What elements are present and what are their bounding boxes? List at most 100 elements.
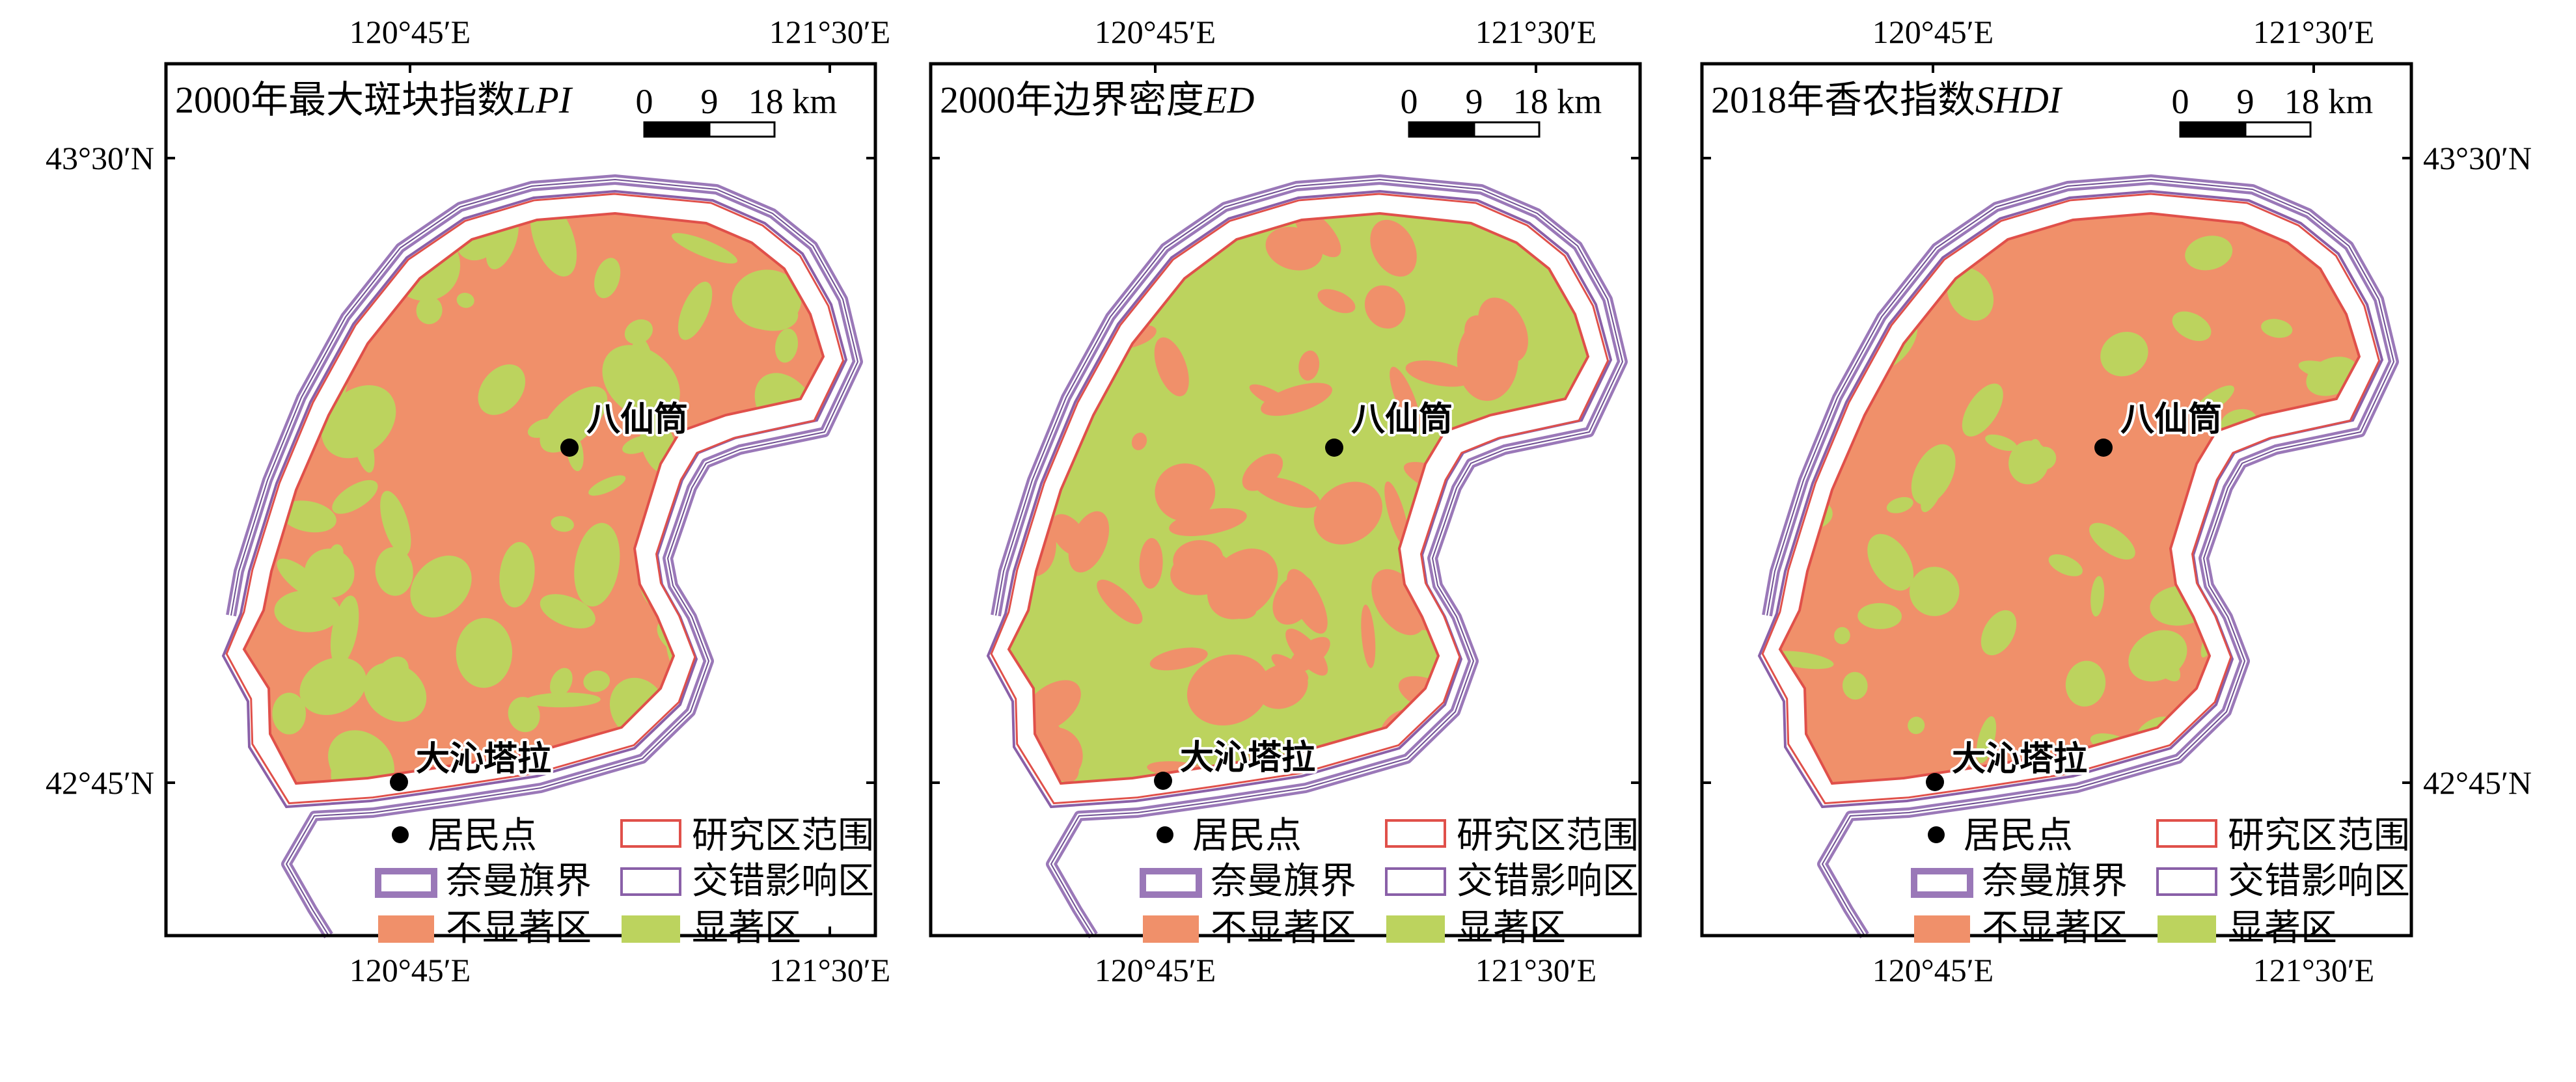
lat-label-left: 42°45′N: [46, 764, 154, 801]
patch: [1842, 671, 1868, 700]
map-panel-3: 120°45′E 120°45′E 121°30′E 121°30′E 43°30′N 4…: [1700, 14, 2532, 988]
patch: [594, 258, 621, 299]
legend-study-area-icon: [1385, 819, 1446, 848]
patch: [1131, 432, 1147, 450]
lon-label-top: 121°30′E: [1475, 14, 1596, 50]
place-label-1: 八仙筒: [1351, 400, 1453, 439]
legend-naiman-label: 奈曼旗界: [1211, 860, 1356, 902]
patch: [588, 475, 626, 496]
lon-label-top: 120°45′E: [349, 14, 471, 50]
legend-naiman-label: 奈曼旗界: [446, 860, 592, 902]
panel-title-abbr: SHDI: [1975, 79, 2063, 121]
lat-label-left: 43°30′N: [46, 140, 154, 176]
legend-study-area-label: 研究区范围: [2228, 815, 2410, 857]
patch: [551, 516, 574, 532]
patch: [1947, 267, 1994, 321]
lon-label-top: 121°30′E: [769, 14, 890, 50]
patch: [380, 491, 411, 556]
legend-naiman-label: 奈曼旗界: [1982, 860, 2128, 902]
patch: [1361, 604, 1376, 668]
legend-naiman-icon: [375, 868, 437, 898]
lon-label-bottom: 121°30′E: [769, 952, 890, 988]
legend-settlement-label: 居民点: [1964, 815, 2073, 857]
lon-label-bottom: 120°45′E: [349, 952, 471, 988]
patch: [672, 233, 737, 264]
scale-bar-label: 18 km: [2284, 82, 2374, 121]
legend-not-significant-icon: [1143, 915, 1199, 943]
legend-ecotone-icon: [1385, 867, 1446, 896]
legend-ecotone-icon: [2156, 867, 2217, 896]
scale-bar-label: 9: [1466, 82, 1483, 121]
legend-settlement-label: 居民点: [428, 815, 537, 857]
settlement-dot: [2094, 439, 2113, 457]
legend-significant-label: 显著区: [1457, 907, 1566, 949]
lat-label-right: 42°45′N: [2423, 764, 2532, 801]
legend-study-area-icon: [620, 819, 681, 848]
patch: [332, 480, 378, 514]
legend-settlement-icon: [392, 826, 409, 843]
patch: [1962, 383, 2003, 437]
patch: [1834, 627, 1850, 645]
legend-study-area-label: 研究区范围: [692, 815, 874, 857]
scale-bar-label: 0: [2172, 82, 2189, 121]
patch: [1139, 538, 1163, 589]
panel-title: 2000年边界密度ED: [940, 79, 1254, 121]
scale-bar-white: [708, 121, 776, 138]
settlement-dot: [390, 773, 408, 791]
patch: [2090, 576, 2105, 617]
patch: [2298, 360, 2347, 381]
map-frame: [929, 62, 1642, 938]
scale-bar-black: [643, 121, 711, 138]
patch: [1265, 226, 1323, 271]
patch: [1313, 481, 1382, 545]
panel-title: 2000年最大斑块指数LPI: [175, 79, 573, 121]
settlement-dot: [1325, 439, 1343, 457]
patch: [624, 319, 653, 344]
patch: [583, 670, 610, 692]
legend-significant-label: 显著区: [2228, 907, 2337, 949]
patch: [416, 296, 443, 325]
patch: [2261, 319, 2293, 338]
patch: [499, 541, 535, 608]
panel-title: 2018年香农指数SHDI: [1711, 79, 2063, 121]
patch: [456, 293, 474, 308]
patch: [737, 293, 799, 331]
legend-naiman-icon: [1140, 868, 1202, 898]
patch: [1980, 610, 2017, 656]
legend-settlement-label: 居民点: [1192, 815, 1302, 857]
patch: [1272, 575, 1315, 625]
scale-bar-label: 0: [1401, 82, 1418, 121]
legend-settlement-icon: [1157, 826, 1173, 843]
patch: [375, 547, 413, 596]
panel-title-cn: 2000年最大斑块指数: [175, 79, 515, 121]
patch: [1173, 540, 1224, 579]
patch: [1050, 514, 1088, 556]
scale-bar-white: [2244, 121, 2312, 138]
patch: [629, 337, 655, 408]
patch: [1154, 337, 1189, 397]
scale-bar-label: 18 km: [1513, 82, 1602, 121]
scale-bar-black: [1408, 121, 1475, 138]
lon-label-top: 120°45′E: [1095, 14, 1216, 50]
legend-settlement-icon: [1928, 826, 1945, 843]
legend-not-significant-label: 不显著区: [1982, 907, 2128, 949]
scale-bar-white: [1473, 121, 1541, 138]
lon-label-bottom: 120°45′E: [1095, 952, 1216, 988]
patch: [2065, 660, 2106, 707]
patch: [1457, 317, 1519, 401]
lon-label-bottom: 120°45′E: [1872, 952, 1994, 988]
patch: [2048, 554, 2083, 576]
patch: [1908, 716, 1925, 735]
patch: [678, 281, 713, 340]
legend-study-area-icon: [2156, 819, 2217, 848]
place-label-2: 大沁塔拉: [1180, 738, 1315, 778]
patch-layer: [259, 213, 819, 783]
place-label-2: 大沁塔拉: [1952, 740, 2087, 779]
legend-not-significant-icon: [378, 915, 434, 943]
patch: [1249, 384, 1292, 410]
patch: [478, 364, 526, 415]
